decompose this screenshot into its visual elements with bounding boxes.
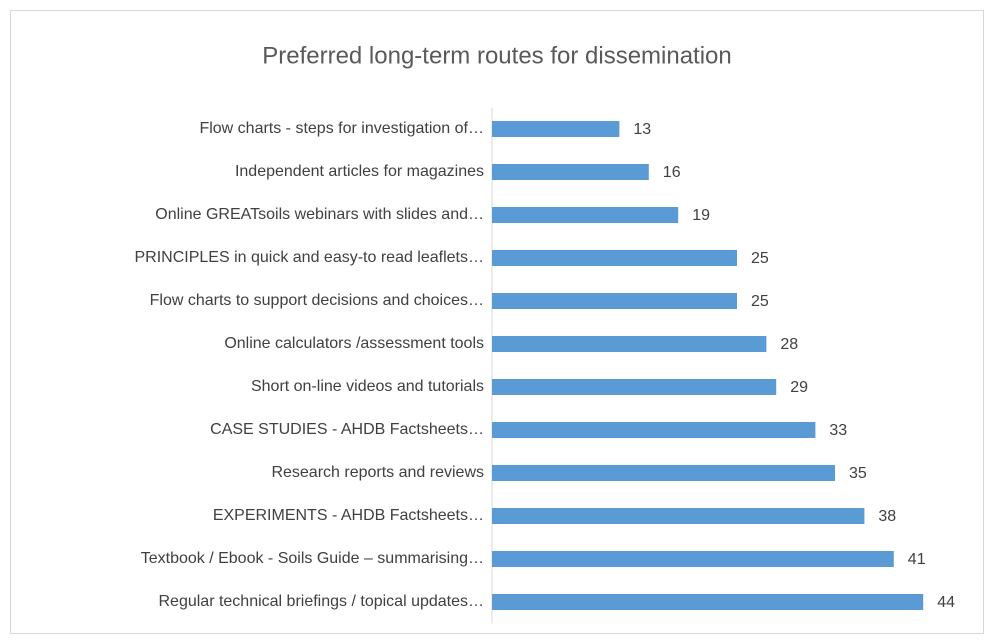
data-label: 44 [937, 594, 955, 611]
bar [492, 250, 737, 266]
bar [492, 594, 924, 610]
y-tick-label: Online calculators /assessment tools [224, 335, 484, 352]
data-label: 28 [780, 336, 798, 353]
bar [492, 422, 816, 438]
y-tick-label: PRINCIPLES in quick and easy-to read lea… [135, 249, 485, 266]
bar [492, 121, 620, 137]
bar [492, 551, 894, 567]
data-label: 29 [790, 379, 808, 396]
data-label: 25 [751, 250, 769, 267]
data-label: 35 [849, 465, 867, 482]
y-tick-label: Flow charts - steps for investigation of… [199, 120, 484, 137]
bar [492, 164, 649, 180]
y-tick-label: Short on-line videos and tutorials [251, 378, 484, 395]
data-label: 19 [692, 207, 710, 224]
chart-title: Preferred long-term routes for dissemina… [262, 42, 732, 69]
bar [492, 379, 777, 395]
y-tick-label: Regular technical briefings / topical up… [158, 593, 484, 610]
y-tick-label: Textbook / Ebook - Soils Guide – summari… [141, 550, 484, 567]
data-label: 33 [829, 422, 847, 439]
chart-border [10, 10, 984, 634]
data-label: 13 [633, 121, 651, 138]
y-tick-label: EXPERIMENTS - AHDB Factsheets… [213, 507, 484, 524]
y-tick-label: CASE STUDIES - AHDB Factsheets… [210, 421, 484, 438]
bar [492, 465, 835, 481]
y-tick-label: Research reports and reviews [271, 464, 484, 481]
bar [492, 508, 865, 524]
data-label: 38 [878, 508, 896, 525]
y-tick-label: Independent articles for magazines [235, 163, 484, 180]
data-label: 25 [751, 293, 769, 310]
bar [492, 207, 679, 223]
bar [492, 293, 737, 309]
data-label: 41 [908, 551, 926, 568]
bar [492, 336, 767, 352]
y-tick-label: Flow charts to support decisions and cho… [150, 292, 484, 309]
data-label: 16 [663, 164, 681, 181]
y-tick-label: Online GREATsoils webinars with slides a… [155, 206, 484, 223]
